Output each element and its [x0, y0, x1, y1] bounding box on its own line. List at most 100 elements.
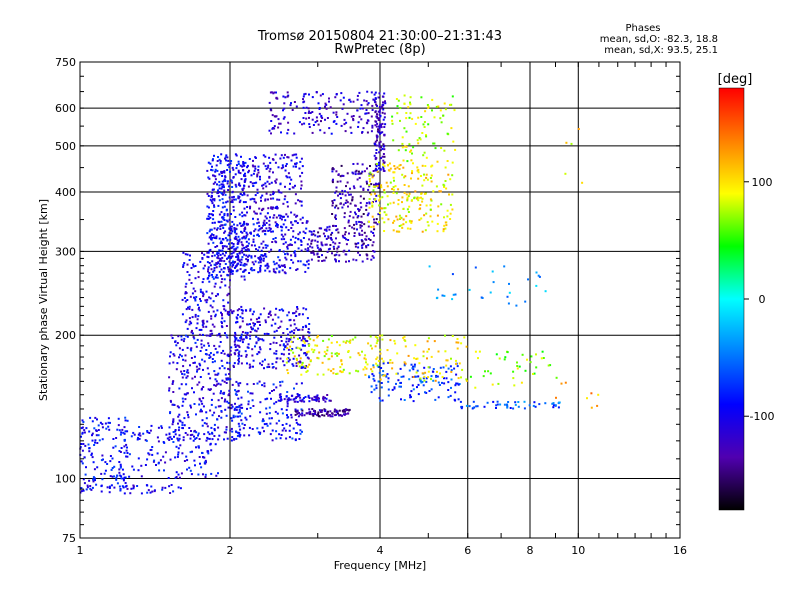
- data-point: [364, 354, 367, 357]
- data-point: [206, 232, 209, 235]
- data-point: [324, 400, 327, 403]
- data-point: [208, 296, 211, 299]
- data-point: [252, 172, 255, 175]
- data-point: [219, 383, 222, 386]
- data-point: [132, 485, 135, 488]
- data-point: [359, 224, 362, 227]
- data-point: [213, 204, 215, 207]
- data-point: [80, 490, 83, 493]
- data-point: [237, 197, 240, 200]
- data-point: [126, 452, 129, 454]
- data-point: [201, 424, 204, 427]
- data-point: [275, 357, 278, 360]
- data-point: [91, 456, 94, 459]
- data-point: [311, 96, 314, 99]
- data-point: [314, 234, 317, 237]
- data-point: [398, 385, 401, 388]
- data-point: [301, 222, 304, 224]
- data-point: [268, 229, 271, 232]
- data-point: [331, 202, 334, 204]
- data-point: [377, 194, 380, 197]
- data-point: [150, 424, 153, 427]
- data-point: [320, 120, 322, 123]
- chart-title: Tromsø 20150804 21:30:00–21:31:43: [257, 29, 502, 44]
- data-point: [358, 209, 360, 212]
- data-point: [299, 200, 301, 203]
- data-point: [293, 319, 296, 322]
- data-point: [344, 413, 347, 415]
- data-point: [302, 326, 305, 329]
- data-point: [259, 255, 262, 258]
- data-point: [364, 366, 367, 369]
- data-point: [378, 164, 380, 167]
- data-point: [231, 265, 234, 268]
- data-point: [218, 415, 220, 418]
- data-point: [251, 392, 254, 395]
- data-point: [465, 379, 468, 382]
- data-point: [371, 255, 374, 258]
- data-point: [188, 278, 191, 281]
- data-point: [249, 308, 252, 311]
- data-point: [341, 174, 344, 177]
- data-point: [230, 179, 233, 182]
- data-point: [209, 264, 212, 267]
- data-point: [294, 413, 297, 416]
- phases-o-stats: mean, sd,O: -82.3, 18.8: [600, 34, 718, 45]
- data-point: [445, 187, 448, 190]
- data-point: [430, 355, 433, 358]
- data-point: [199, 364, 202, 367]
- data-point: [183, 417, 186, 420]
- data-point: [376, 115, 378, 118]
- data-point: [223, 260, 226, 263]
- data-point: [210, 403, 213, 406]
- data-point: [241, 247, 244, 250]
- data-point: [237, 195, 240, 198]
- data-point: [212, 234, 215, 236]
- data-point: [221, 224, 224, 227]
- data-point: [233, 438, 236, 441]
- data-point: [244, 175, 247, 178]
- data-point: [270, 132, 272, 135]
- data-point: [200, 466, 203, 469]
- data-point: [110, 468, 113, 471]
- data-point: [281, 380, 284, 383]
- data-point: [248, 363, 251, 366]
- data-point: [402, 207, 405, 210]
- data-point: [118, 471, 121, 474]
- data-point: [285, 422, 288, 425]
- data-point: [469, 375, 472, 378]
- data-point: [332, 168, 335, 171]
- data-point: [217, 382, 220, 385]
- data-point: [421, 164, 424, 167]
- data-point: [238, 433, 241, 436]
- data-point: [379, 114, 382, 117]
- data-point: [296, 395, 299, 398]
- data-point: [218, 367, 221, 370]
- data-point: [240, 305, 243, 308]
- data-point: [224, 398, 227, 401]
- data-point: [284, 233, 287, 236]
- data-point: [333, 247, 336, 250]
- data-point: [189, 254, 191, 257]
- data-point: [258, 316, 261, 319]
- data-point: [262, 240, 265, 243]
- data-point: [157, 462, 160, 465]
- data-point: [476, 405, 479, 408]
- data-point: [217, 252, 220, 255]
- data-point: [246, 323, 248, 326]
- data-point: [272, 268, 275, 271]
- data-point: [234, 336, 237, 339]
- data-point: [230, 228, 233, 230]
- data-point: [406, 196, 409, 199]
- data-point: [104, 422, 107, 425]
- data-point: [312, 124, 315, 126]
- data-point: [348, 224, 351, 227]
- data-point: [226, 257, 228, 260]
- data-point: [228, 218, 231, 221]
- data-point: [225, 378, 228, 381]
- data-point: [226, 312, 229, 315]
- data-point: [222, 201, 225, 204]
- data-point: [209, 352, 212, 354]
- data-point: [114, 445, 117, 448]
- data-point: [293, 335, 296, 338]
